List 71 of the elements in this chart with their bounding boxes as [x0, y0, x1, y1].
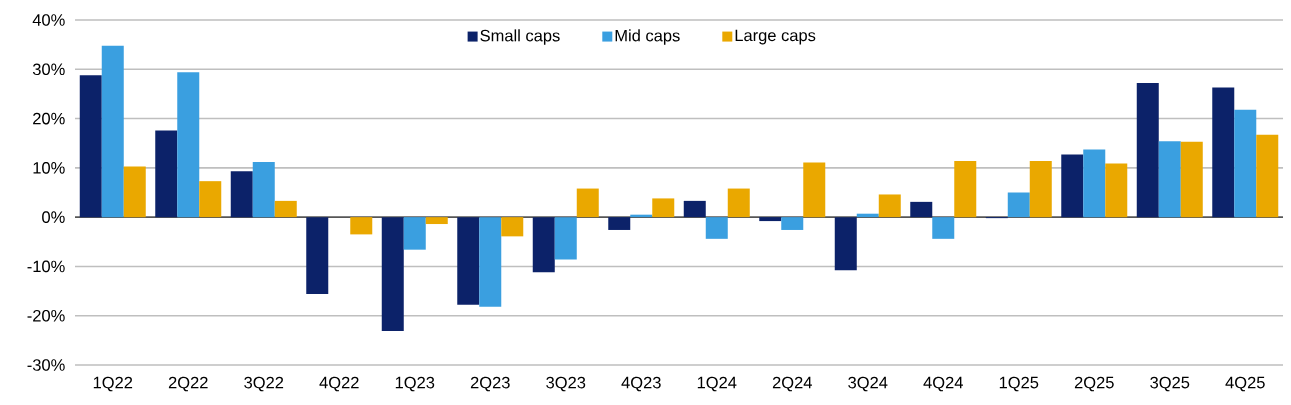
- bar: [781, 217, 804, 230]
- bar: [274, 200, 297, 218]
- bar: [910, 201, 933, 218]
- legend-label: Large caps: [735, 29, 816, 45]
- bar: [1212, 87, 1235, 218]
- bar: [306, 217, 329, 295]
- x-tick-label: 1Q25: [999, 376, 1039, 392]
- bar: [532, 217, 555, 273]
- bar: [381, 217, 404, 331]
- bar: [155, 130, 178, 218]
- bar: [252, 161, 275, 218]
- bar: [1061, 154, 1084, 218]
- bar: [1234, 109, 1257, 218]
- bar: [1158, 141, 1181, 218]
- bar: [1083, 149, 1106, 218]
- bar: [457, 217, 480, 305]
- y-tick-label: 0%: [42, 211, 65, 223]
- bar: [79, 75, 102, 218]
- x-tick-label: 4Q23: [621, 376, 661, 392]
- bar: [230, 171, 253, 218]
- bar: [683, 200, 706, 218]
- x-tick-label: 3Q23: [546, 376, 586, 392]
- x-tick-label: 1Q24: [697, 376, 737, 392]
- x-tick-label: 3Q22: [244, 376, 284, 392]
- bar: [479, 217, 502, 307]
- x-tick-label: 1Q23: [395, 376, 435, 392]
- bar: [954, 160, 977, 218]
- bar: [878, 194, 901, 218]
- bar: [705, 217, 728, 239]
- x-tick-label: 2Q24: [772, 376, 812, 392]
- bar: [1007, 192, 1030, 218]
- x-tick-label: 4Q24: [923, 376, 963, 392]
- x-tick-label: 3Q24: [848, 376, 888, 392]
- bar: [177, 72, 200, 218]
- x-tick-label: 4Q22: [319, 376, 359, 392]
- bar: [1136, 83, 1159, 218]
- x-tick-label: 2Q23: [470, 376, 510, 392]
- y-tick-label: 40%: [32, 14, 65, 26]
- y-tick-label: -20%: [27, 309, 65, 322]
- x-tick-label: 4Q25: [1225, 376, 1265, 392]
- legend-label: Mid caps: [615, 29, 680, 45]
- bar: [350, 217, 373, 235]
- bar: [554, 217, 577, 260]
- y-tick-label: 10%: [33, 162, 65, 174]
- x-tick-label: 1Q22: [93, 376, 133, 392]
- bar: [199, 181, 222, 218]
- y-tick-label: -10%: [27, 260, 65, 273]
- bar: [932, 217, 955, 239]
- bar: [759, 217, 782, 222]
- bar: [1029, 160, 1052, 218]
- bar: [501, 217, 524, 237]
- bar: [101, 45, 124, 218]
- bar: [834, 217, 857, 271]
- bar: [1256, 134, 1279, 218]
- x-tick-label: 2Q25: [1074, 376, 1114, 392]
- bar: [652, 198, 675, 218]
- bar: [1180, 141, 1203, 218]
- bar: [576, 188, 599, 218]
- x-tick-label: 3Q25: [1150, 376, 1190, 392]
- bar: [803, 162, 826, 218]
- bar: [425, 217, 448, 225]
- y-tick-label: -30%: [27, 359, 65, 371]
- bar: [123, 166, 146, 218]
- bar: [608, 217, 631, 230]
- bar: [403, 217, 426, 250]
- legend-label: Small caps: [480, 29, 560, 45]
- x-tick-label: 2Q22: [168, 376, 208, 392]
- y-tick-label: 20%: [33, 112, 65, 125]
- y-tick-label: 30%: [32, 63, 65, 76]
- bar: [1105, 163, 1128, 218]
- bar: [727, 188, 750, 218]
